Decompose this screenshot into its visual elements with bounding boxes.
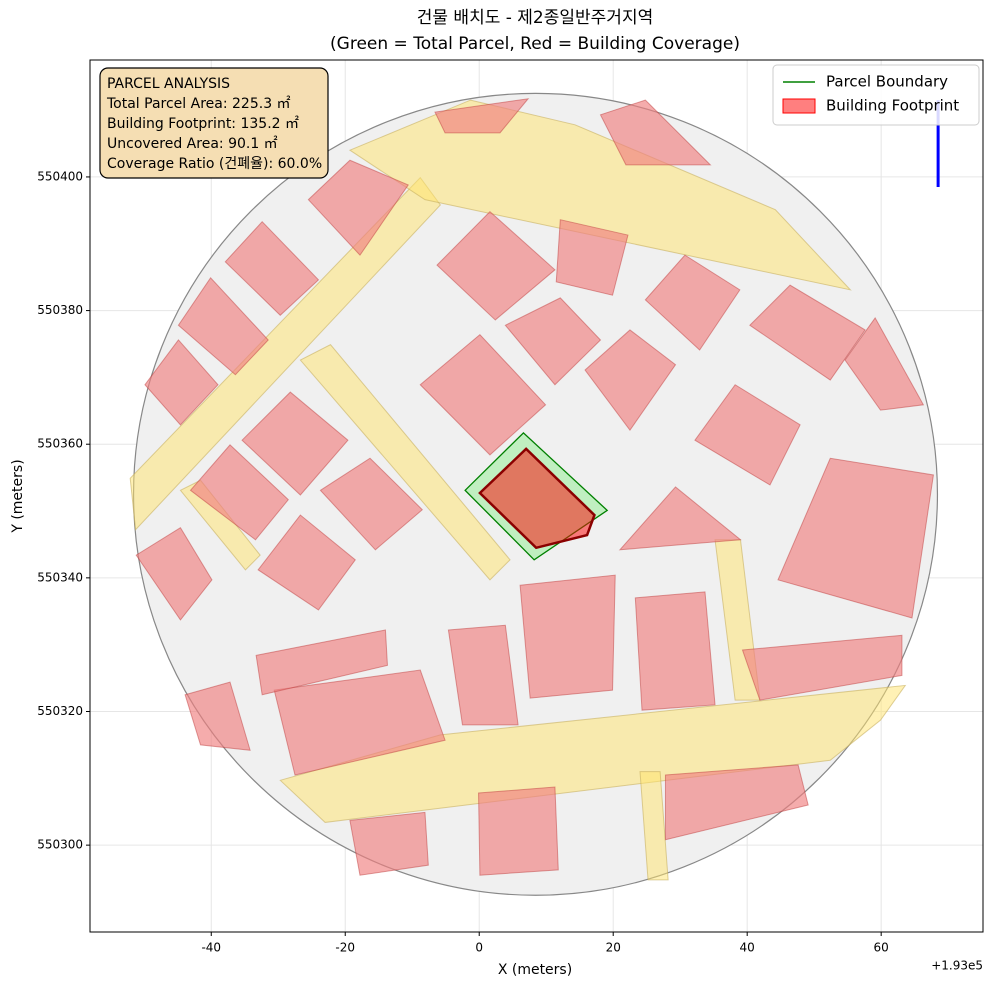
chart-title: 건물 배치도 - 제2종일반주거지역 — [417, 8, 653, 28]
y-tick-label: 550340 — [37, 570, 83, 584]
x-tick-label: 60 — [874, 941, 889, 955]
context-building — [241, 391, 349, 496]
context-building — [749, 284, 866, 381]
x-tick-label: 40 — [740, 941, 755, 955]
info-line: Total Parcel Area: 225.3 ㎡ — [106, 96, 291, 112]
context-building — [184, 681, 251, 751]
info-box-frame — [99, 67, 329, 179]
y-tick-label: 550320 — [37, 704, 83, 718]
y-tick-label: 550300 — [37, 838, 83, 852]
x-tick-label: -20 — [335, 941, 355, 955]
context-building — [599, 99, 712, 166]
context-building — [177, 277, 269, 376]
road — [639, 771, 669, 881]
context-building — [144, 339, 219, 426]
context-building — [419, 333, 547, 456]
context-building — [307, 159, 409, 256]
y-tick-label: 550380 — [37, 303, 83, 317]
context-building — [478, 786, 559, 876]
plot-area — [129, 92, 940, 896]
x-tick-label: -40 — [201, 941, 221, 955]
context-building — [447, 624, 519, 726]
info-box: PARCEL ANALYSIS Total Parcel Area: 225.3 … — [99, 67, 329, 179]
context-building — [618, 486, 742, 551]
context-building — [741, 634, 903, 701]
ticks: -40 -20 0 20 40 60 550300 550320 550340 550360 550… — [37, 169, 889, 954]
legend-swatch — [782, 98, 816, 114]
road — [179, 479, 261, 571]
y-tick-label: 550400 — [37, 169, 83, 183]
context-building — [434, 98, 530, 134]
axes-frame — [89, 59, 984, 933]
info-line: Uncovered Area: 90.1 ㎡ — [107, 136, 278, 152]
legend-frame — [772, 64, 980, 126]
context-building — [224, 220, 320, 316]
x-tick-label: 20 — [606, 941, 621, 955]
context-building — [664, 764, 809, 841]
context-building — [257, 514, 356, 611]
context-building — [349, 811, 429, 876]
chart-subtitle: (Green = Total Parcel, Red = Building Co… — [330, 34, 740, 54]
context-building — [273, 669, 446, 776]
x-axis-label: X (meters) — [498, 962, 572, 978]
context-building — [844, 316, 925, 411]
context-building — [189, 444, 289, 541]
context-building — [255, 629, 388, 696]
info-line: PARCEL ANALYSIS — [107, 76, 230, 92]
context-building — [504, 297, 602, 386]
legend-label: Building Footprint — [826, 97, 959, 115]
building-footprint — [478, 447, 596, 550]
legend-label: Parcel Boundary — [826, 73, 948, 91]
info-line: Coverage Ratio (건폐율): 60.0% — [107, 156, 322, 172]
context-building — [694, 384, 801, 486]
context-building — [634, 591, 716, 711]
context-building — [644, 254, 741, 351]
x-tick-label: 0 — [475, 941, 483, 955]
road — [348, 99, 852, 291]
context-building — [135, 527, 213, 621]
legend: Parcel Boundary Building Footprint — [772, 64, 980, 126]
y-axis-label: Y (meters) — [10, 459, 26, 533]
road — [299, 344, 511, 581]
context-building — [519, 574, 616, 699]
context-building — [319, 457, 424, 551]
context-building — [584, 329, 677, 432]
road — [129, 176, 442, 531]
y-tick-label: 550360 — [37, 437, 83, 451]
context-building — [555, 219, 629, 296]
x-offset-label: +1.93e5 — [931, 959, 983, 973]
context-building — [777, 457, 934, 619]
context-building — [436, 210, 556, 321]
info-line: Building Footprint: 135.2 ㎡ — [107, 116, 299, 132]
